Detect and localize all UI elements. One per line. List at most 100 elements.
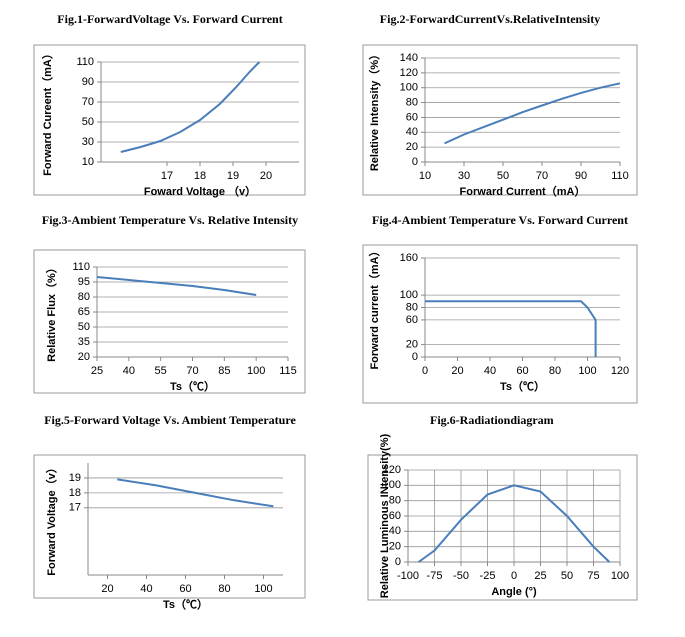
chart-title: Fig.2-ForwardCurrentVs.RelativeIntensity (380, 12, 600, 26)
y-tick-label: 50 (78, 321, 90, 333)
y-tick-label: 40 (406, 126, 418, 138)
chart-title: Fig.4-Ambient Temperature Vs. Forward Cu… (372, 213, 628, 227)
x-tick-label: 100 (578, 365, 596, 377)
y-tick-label: 100 (400, 289, 418, 301)
x-tick-label: 60 (516, 365, 528, 377)
x-axis-label: Forward Current（mA） (460, 185, 586, 198)
x-tick-label: -25 (480, 570, 496, 582)
chart-frame (33, 44, 306, 196)
y-axis-label: Forward Cureent（mA） (41, 48, 54, 176)
y-tick-label: 80 (78, 291, 90, 303)
x-tick-label: 70 (536, 170, 548, 182)
x-tick-label: 18 (194, 170, 206, 182)
x-tick-label: 0 (511, 570, 517, 582)
x-tick-label: 17 (161, 170, 173, 182)
y-tick-label: 20 (389, 541, 401, 553)
y-tick-label: 18 (69, 487, 81, 499)
x-tick-label: 75 (587, 570, 599, 582)
y-tick-label: 65 (78, 306, 90, 318)
x-axis-label: Foward Voltage （v） (144, 185, 256, 198)
chart-title: Fig.3-Ambient Temperature Vs. Relative I… (42, 213, 298, 227)
chart-frame (367, 454, 638, 601)
y-tick-label: 90 (82, 76, 94, 88)
x-tick-label: 120 (611, 365, 629, 377)
x-tick-label: 50 (561, 570, 573, 582)
chart-frame (33, 249, 306, 394)
y-tick-label: 20 (406, 141, 418, 153)
data-line (96, 276, 257, 296)
x-tick-label: 85 (218, 365, 230, 377)
x-tick-label: 90 (575, 170, 587, 182)
y-tick-label: 35 (78, 336, 90, 348)
y-tick-label: 50 (82, 116, 94, 128)
chart-title: Fig.6-Radiationdiagram (430, 413, 554, 427)
y-tick-label: 100 (383, 479, 401, 491)
x-tick-label: -100 (397, 570, 419, 582)
y-tick-label: 80 (389, 495, 401, 507)
y-tick-label: 80 (406, 301, 418, 313)
x-tick-label: 25 (534, 570, 546, 582)
y-tick-label: 17 (69, 502, 81, 514)
y-axis-label: Forward current（mA） (368, 245, 381, 369)
y-tick-label: 10 (82, 156, 94, 168)
y-tick-label: 110 (72, 261, 90, 273)
x-tick-label: 19 (227, 170, 239, 182)
x-tick-label: 20 (451, 365, 463, 377)
y-tick-label: 60 (406, 314, 418, 326)
x-tick-label: 60 (179, 583, 191, 595)
y-tick-label: 20 (406, 339, 418, 351)
y-tick-label: 110 (76, 56, 94, 68)
data-line (120, 61, 261, 153)
x-tick-label: 40 (140, 583, 152, 595)
x-tick-label: 20 (101, 583, 113, 595)
x-tick-label: 80 (549, 365, 561, 377)
y-axis-label: Forward Voltage（v） (45, 462, 58, 575)
chart-frame (362, 244, 638, 404)
y-tick-label: 120 (383, 464, 401, 476)
x-tick-label: 100 (611, 570, 629, 582)
x-tick-label: 50 (497, 170, 509, 182)
y-tick-label: 0 (395, 556, 401, 568)
y-tick-label: 0 (412, 156, 418, 168)
data-line (418, 484, 611, 563)
data-line (117, 478, 274, 508)
x-tick-label: 25 (91, 365, 103, 377)
chart-title: Fig.5-Forward Voltage Vs. Ambient Temper… (44, 413, 296, 427)
y-axis-label: Relative Luminous INtensity(%) (379, 433, 391, 598)
data-line (425, 300, 597, 357)
y-tick-label: 100 (400, 82, 418, 94)
x-tick-label: 80 (218, 583, 230, 595)
x-tick-label: 110 (611, 170, 629, 182)
y-tick-label: 0 (412, 351, 418, 363)
y-tick-label: 95 (78, 276, 90, 288)
x-tick-label: -50 (453, 570, 469, 582)
y-tick-label: 20 (78, 351, 90, 363)
y-tick-label: 60 (406, 111, 418, 123)
y-axis-label: Relative Intensity（%） (368, 49, 381, 171)
x-axis-label: Ts（℃） (170, 380, 215, 393)
x-tick-label: 115 (279, 365, 297, 377)
chart-frame (33, 454, 306, 599)
x-tick-label: 70 (186, 365, 198, 377)
data-line (444, 82, 621, 145)
y-axis-label: Relative Flux（%） (45, 262, 58, 362)
x-tick-label: 100 (254, 583, 272, 595)
x-axis-label: Angle (°) (491, 586, 537, 598)
x-tick-label: 55 (155, 365, 167, 377)
y-tick-label: 120 (400, 67, 418, 79)
y-tick-label: 40 (389, 525, 401, 537)
y-tick-label: 30 (82, 136, 94, 148)
x-tick-label: 10 (419, 170, 431, 182)
x-tick-label: -75 (427, 570, 443, 582)
x-tick-label: 40 (484, 365, 496, 377)
x-tick-label: 30 (458, 170, 470, 182)
x-axis-label: Ts（℃） (500, 380, 545, 393)
chart-frame (362, 44, 638, 196)
y-tick-label: 140 (400, 52, 418, 64)
y-tick-label: 80 (406, 96, 418, 108)
y-tick-label: 19 (69, 472, 81, 484)
x-axis-label: Ts（℃） (163, 598, 208, 611)
y-tick-label: 160 (400, 252, 418, 264)
y-tick-label: 60 (389, 510, 401, 522)
